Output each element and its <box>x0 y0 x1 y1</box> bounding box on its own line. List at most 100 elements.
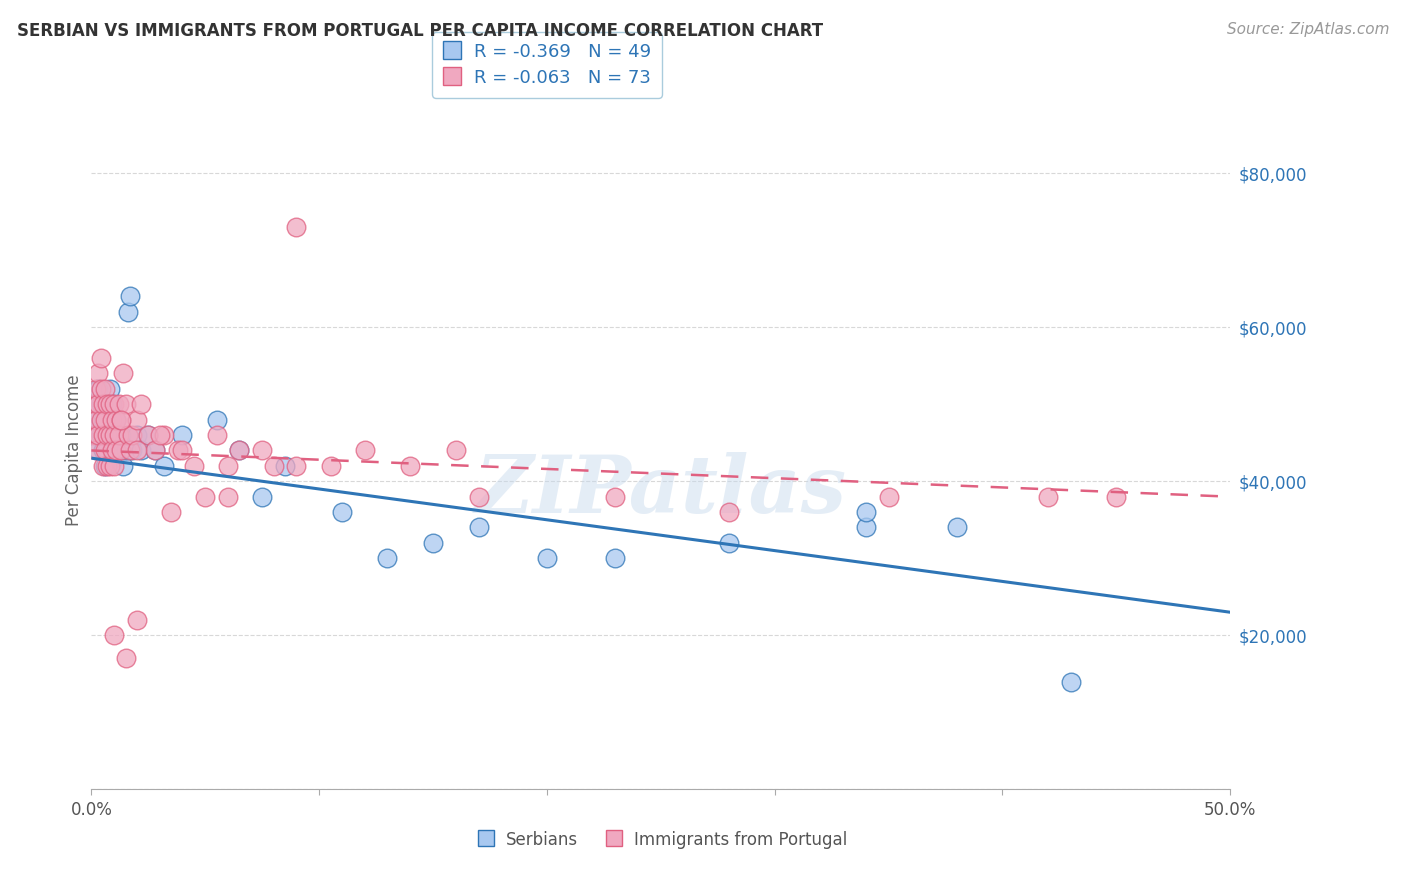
Point <box>84 397 107 411</box>
Point <box>94 382 117 396</box>
Point <box>444 443 467 458</box>
Point <box>143 443 166 458</box>
Point <box>131 443 153 458</box>
Point <box>160 505 183 519</box>
Point <box>228 443 250 458</box>
Point <box>149 428 172 442</box>
Point <box>172 443 194 458</box>
Point <box>110 412 132 426</box>
Point <box>84 443 107 458</box>
Point <box>153 458 176 473</box>
Point <box>83 397 105 411</box>
Point <box>84 412 107 426</box>
Point <box>107 443 129 458</box>
Point <box>422 536 444 550</box>
Point <box>89 382 111 396</box>
Point <box>467 490 489 504</box>
Point <box>107 397 129 411</box>
Point <box>98 428 121 442</box>
Point <box>110 412 132 426</box>
Point <box>121 443 143 458</box>
Point <box>98 428 121 442</box>
Point <box>103 628 125 642</box>
Point <box>101 443 124 458</box>
Point <box>91 443 114 458</box>
Point <box>250 443 273 458</box>
Point <box>125 428 148 442</box>
Point <box>114 443 136 458</box>
Point <box>101 397 124 411</box>
Point <box>1036 490 1059 504</box>
Point <box>103 458 125 473</box>
Point <box>110 443 132 458</box>
Point <box>96 412 118 426</box>
Point <box>117 428 139 442</box>
Point <box>467 520 489 534</box>
Point <box>183 458 205 473</box>
Point <box>101 412 124 426</box>
Point <box>105 412 128 426</box>
Point <box>125 613 148 627</box>
Point <box>103 428 125 442</box>
Point <box>250 490 273 504</box>
Point <box>83 412 105 426</box>
Point <box>114 397 136 411</box>
Text: SERBIAN VS IMMIGRANTS FROM PORTUGAL PER CAPITA INCOME CORRELATION CHART: SERBIAN VS IMMIGRANTS FROM PORTUGAL PER … <box>17 22 823 40</box>
Point <box>138 428 160 442</box>
Point <box>877 490 900 504</box>
Point <box>117 305 139 319</box>
Point <box>131 397 153 411</box>
Point <box>103 397 125 411</box>
Point <box>120 443 142 458</box>
Point <box>377 551 399 566</box>
Point <box>263 458 285 473</box>
Point <box>172 428 194 442</box>
Point <box>718 505 741 519</box>
Point <box>83 428 105 442</box>
Point <box>536 551 558 566</box>
Text: ZIPatlas: ZIPatlas <box>475 452 846 530</box>
Point <box>167 443 190 458</box>
Point <box>125 443 148 458</box>
Point <box>319 458 342 473</box>
Point <box>91 412 114 426</box>
Point <box>121 428 143 442</box>
Point <box>228 443 250 458</box>
Point <box>1105 490 1128 504</box>
Point <box>89 351 111 365</box>
Point <box>94 428 117 442</box>
Point <box>98 397 121 411</box>
Point <box>87 397 110 411</box>
Text: Source: ZipAtlas.com: Source: ZipAtlas.com <box>1226 22 1389 37</box>
Point <box>84 428 107 442</box>
Point <box>605 490 627 504</box>
Point <box>94 443 117 458</box>
Point <box>143 443 166 458</box>
Point <box>120 289 142 303</box>
Point <box>110 428 132 442</box>
Point <box>89 412 111 426</box>
Point <box>103 428 125 442</box>
Point <box>91 397 114 411</box>
Point <box>946 520 969 534</box>
Point <box>125 412 148 426</box>
Point <box>89 428 111 442</box>
Point <box>103 451 125 466</box>
Point <box>217 458 239 473</box>
Point <box>217 490 239 504</box>
Point <box>87 443 110 458</box>
Point <box>353 443 375 458</box>
Point <box>194 490 217 504</box>
Point <box>96 443 118 458</box>
Point <box>87 367 110 381</box>
Point <box>105 443 128 458</box>
Point <box>96 428 118 442</box>
Point <box>205 428 228 442</box>
Point <box>855 520 877 534</box>
Point <box>285 458 308 473</box>
Point <box>98 382 121 396</box>
Point <box>1060 674 1083 689</box>
Point <box>94 458 117 473</box>
Point <box>205 412 228 426</box>
Point <box>91 458 114 473</box>
